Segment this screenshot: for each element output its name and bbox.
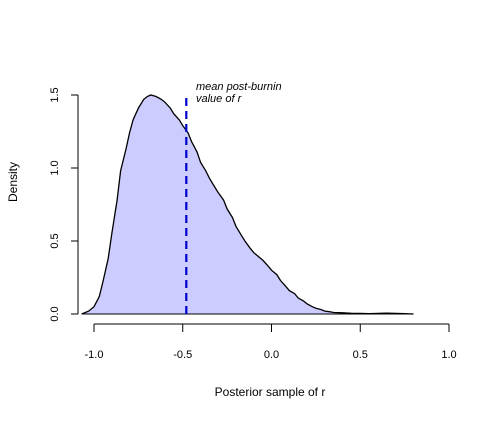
annotation-line-2: value of r (196, 93, 243, 105)
y-tick-label: 0.0 (49, 306, 61, 321)
x-axis-ticks: -1.0 -0.5 0.0 0.5 1.0 (85, 324, 457, 361)
density-fill (81, 95, 414, 314)
x-tick-label: 0.0 (264, 349, 279, 361)
y-tick-label: 1.0 (49, 160, 61, 175)
x-axis-title: Posterior sample of r (215, 385, 326, 399)
y-axis-title: Density (6, 162, 20, 202)
x-tick-label: 0.5 (353, 349, 368, 361)
density-line (81, 94, 414, 315)
x-tick-label: -0.5 (173, 349, 192, 361)
y-tick-label: 1.5 (49, 87, 61, 102)
y-tick-label: 0.5 (49, 233, 61, 248)
x-tick-label: -1.0 (85, 349, 104, 361)
y-axis-ticks: 0.0 0.5 1.0 1.5 (49, 87, 78, 322)
x-tick-label: 1.0 (441, 349, 456, 361)
annotation-line-1: mean post-burnin (196, 81, 282, 93)
